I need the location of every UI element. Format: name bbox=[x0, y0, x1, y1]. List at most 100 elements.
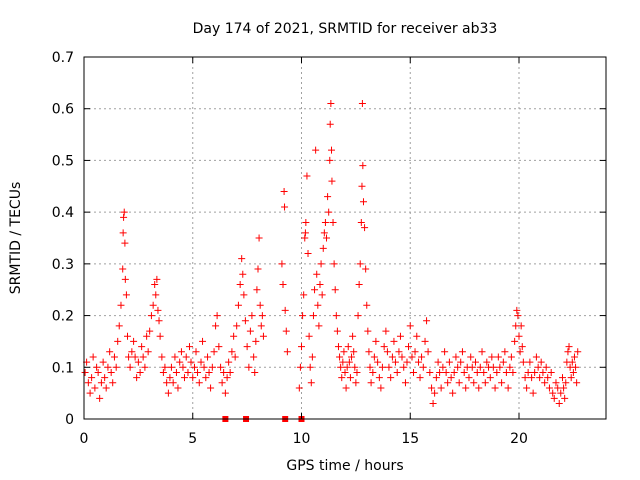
data-point bbox=[300, 291, 308, 299]
data-point bbox=[279, 281, 287, 289]
data-point bbox=[444, 379, 452, 387]
data-point bbox=[491, 384, 499, 392]
data-point bbox=[94, 368, 102, 376]
data-point bbox=[524, 368, 532, 376]
data-point bbox=[536, 374, 544, 382]
data-point bbox=[84, 379, 92, 387]
data-point bbox=[351, 363, 359, 371]
x-tick-label: 10 bbox=[293, 431, 311, 447]
chart-title: Day 174 of 2021, SRMTID for receiver ab3… bbox=[193, 21, 498, 37]
data-point bbox=[418, 353, 426, 361]
data-point bbox=[496, 363, 504, 371]
data-point bbox=[421, 337, 429, 345]
data-point bbox=[319, 244, 327, 252]
data-point bbox=[340, 348, 348, 356]
data-point bbox=[542, 363, 550, 371]
data-point bbox=[429, 399, 437, 407]
data-point bbox=[499, 358, 507, 366]
data-point bbox=[455, 379, 463, 387]
y-tick-label: 0.2 bbox=[52, 309, 74, 325]
data-point bbox=[523, 384, 531, 392]
data-point bbox=[315, 322, 323, 330]
data-point bbox=[572, 363, 580, 371]
data-point bbox=[483, 358, 491, 366]
data-point bbox=[552, 379, 560, 387]
data-point bbox=[398, 353, 406, 361]
data-point bbox=[462, 384, 470, 392]
data-point bbox=[122, 291, 130, 299]
data-point bbox=[506, 363, 514, 371]
data-point bbox=[573, 379, 581, 387]
data-point bbox=[240, 291, 248, 299]
data-point bbox=[187, 358, 195, 366]
data-point bbox=[547, 368, 555, 376]
data-point bbox=[120, 213, 128, 221]
data-point bbox=[442, 368, 450, 376]
data-point bbox=[192, 348, 200, 356]
data-point bbox=[303, 172, 311, 180]
data-point bbox=[126, 363, 134, 371]
data-point bbox=[564, 348, 572, 356]
data-point bbox=[114, 337, 122, 345]
data-point bbox=[465, 374, 473, 382]
data-point bbox=[405, 343, 413, 351]
data-point bbox=[396, 332, 404, 340]
data-point bbox=[521, 374, 529, 382]
data-point bbox=[346, 374, 354, 382]
data-point bbox=[432, 374, 440, 382]
data-point bbox=[339, 358, 347, 366]
data-point bbox=[241, 317, 249, 325]
data-point bbox=[117, 301, 125, 309]
data-point bbox=[476, 363, 484, 371]
data-point bbox=[516, 348, 524, 356]
data-point bbox=[341, 368, 349, 376]
data-point bbox=[167, 363, 175, 371]
data-point bbox=[176, 358, 184, 366]
y-tick-label: 0 bbox=[65, 412, 74, 428]
data-point bbox=[489, 363, 497, 371]
data-point bbox=[342, 384, 350, 392]
data-point bbox=[532, 353, 540, 361]
data-point bbox=[526, 358, 534, 366]
data-point bbox=[393, 368, 401, 376]
data-point bbox=[560, 384, 568, 392]
data-point bbox=[528, 374, 536, 382]
data-point bbox=[138, 343, 146, 351]
data-point bbox=[233, 322, 241, 330]
data-point bbox=[441, 348, 449, 356]
data-point bbox=[509, 368, 517, 376]
data-point bbox=[358, 100, 366, 108]
data-point bbox=[131, 353, 139, 361]
data-point bbox=[473, 368, 481, 376]
data-point bbox=[324, 193, 332, 201]
data-point bbox=[557, 389, 565, 397]
data-point bbox=[450, 368, 458, 376]
data-point bbox=[226, 368, 234, 376]
data-point bbox=[121, 239, 129, 247]
data-point bbox=[467, 353, 475, 361]
data-point bbox=[382, 327, 390, 335]
data-point bbox=[327, 100, 335, 108]
data-point bbox=[231, 353, 239, 361]
data-point bbox=[225, 358, 233, 366]
data-point bbox=[359, 162, 367, 170]
data-point bbox=[415, 358, 423, 366]
data-point bbox=[296, 363, 304, 371]
data-point bbox=[452, 353, 460, 361]
data-point bbox=[174, 384, 182, 392]
y-tick-label: 0.6 bbox=[52, 102, 74, 118]
data-point bbox=[436, 368, 444, 376]
data-point bbox=[434, 358, 442, 366]
data-point bbox=[518, 343, 526, 351]
data-point bbox=[106, 348, 114, 356]
data-point bbox=[125, 353, 133, 361]
data-point bbox=[91, 384, 99, 392]
data-point bbox=[194, 368, 202, 376]
data-point bbox=[408, 353, 416, 361]
data-point bbox=[326, 120, 334, 128]
data-point bbox=[501, 348, 509, 356]
data-point bbox=[568, 358, 576, 366]
data-point bbox=[355, 281, 363, 289]
data-point bbox=[539, 368, 547, 376]
data-point bbox=[380, 343, 388, 351]
